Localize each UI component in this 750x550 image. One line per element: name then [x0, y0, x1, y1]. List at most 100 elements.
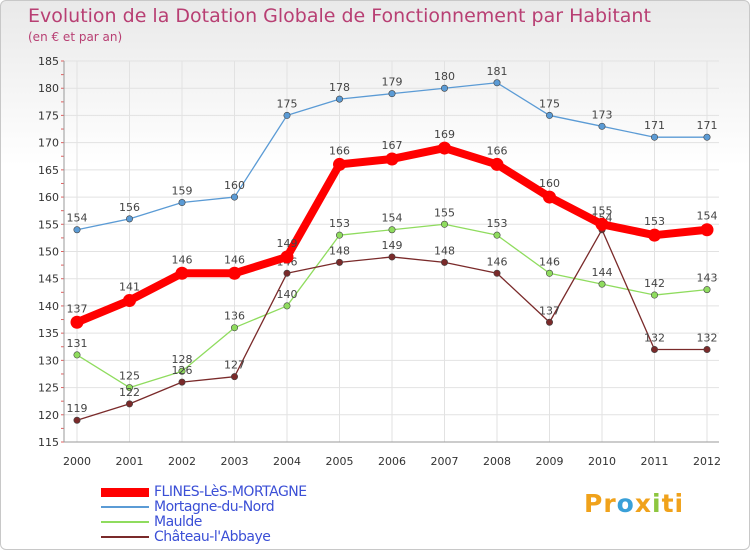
data-point: [703, 133, 711, 141]
y-tick-label: 165: [38, 164, 59, 177]
data-point: [388, 226, 396, 234]
data-point: [126, 384, 134, 392]
x-tick-label: 2012: [693, 455, 721, 468]
data-label: 148: [329, 244, 350, 257]
data-point: [650, 291, 658, 299]
data-label: 131: [67, 337, 88, 350]
y-tick-label: 150: [38, 246, 59, 259]
x-tick-label: 2000: [63, 455, 91, 468]
y-tick-label: 175: [38, 109, 59, 122]
data-label: 136: [224, 310, 245, 323]
legend-swatch: [101, 488, 149, 497]
data-label: 156: [119, 201, 140, 214]
data-point: [335, 95, 343, 103]
data-point: [598, 122, 606, 130]
legend-swatch: [101, 506, 149, 508]
data-point: [178, 367, 186, 375]
y-tick-label: 180: [38, 82, 59, 95]
data-label: 153: [644, 215, 665, 228]
data-label: 171: [644, 119, 665, 132]
x-tick-label: 2008: [483, 455, 511, 468]
y-tick-label: 185: [38, 55, 59, 68]
y-tick-label: 160: [38, 191, 59, 204]
data-point: [598, 280, 606, 288]
data-label: 153: [329, 217, 350, 230]
data-label: 149: [277, 237, 298, 250]
data-point: [493, 79, 501, 87]
data-label: 125: [119, 370, 140, 383]
data-point: [283, 111, 291, 119]
data-point: [493, 231, 501, 239]
data-label: 137: [539, 304, 560, 317]
data-point: [73, 416, 81, 424]
data-point: [650, 345, 658, 353]
data-label: 146: [487, 255, 508, 268]
y-tick-label: 115: [38, 436, 59, 449]
data-label: 140: [277, 288, 298, 301]
data-point: [231, 324, 239, 332]
legend-label: Mortagne-du-Nord: [154, 499, 275, 515]
data-label: 160: [539, 177, 560, 190]
data-label: 154: [697, 210, 718, 223]
data-label: 119: [67, 402, 88, 415]
data-label: 154: [67, 212, 88, 225]
data-label: 132: [697, 331, 718, 344]
logo-part: Pr: [584, 489, 617, 518]
data-label: 173: [592, 108, 613, 121]
data-point: [388, 90, 396, 98]
data-point: [648, 228, 661, 242]
x-tick-label: 2004: [273, 455, 301, 468]
data-point: [703, 345, 711, 353]
data-label: 141: [119, 280, 140, 293]
x-tick-label: 2005: [326, 455, 354, 468]
data-label: 180: [434, 70, 455, 83]
y-tick-label: 130: [38, 354, 59, 367]
data-label: 146: [539, 255, 560, 268]
data-label: 155: [434, 206, 455, 219]
data-point: [388, 253, 396, 261]
logo-part: ti: [661, 489, 685, 518]
data-label: 142: [644, 277, 665, 290]
data-point: [595, 217, 609, 231]
data-label: 137: [67, 302, 88, 315]
x-tick-label: 2007: [431, 455, 459, 468]
y-tick-label: 140: [38, 300, 59, 313]
x-tick-label: 2011: [641, 455, 669, 468]
data-label: 166: [487, 144, 508, 157]
data-point: [543, 190, 556, 204]
data-point: [333, 157, 346, 171]
data-point: [178, 199, 186, 207]
data-point: [440, 220, 448, 228]
data-point: [228, 266, 241, 280]
logo-part: o: [616, 489, 635, 518]
chart-title: Evolution de la Dotation Globale de Fonc…: [28, 5, 651, 27]
y-tick-label: 170: [38, 137, 59, 150]
data-point: [283, 302, 291, 310]
data-label: 167: [382, 139, 403, 152]
x-tick-label: 2002: [168, 455, 196, 468]
data-point: [126, 215, 134, 223]
data-point: [545, 318, 553, 326]
data-label: 127: [224, 359, 245, 372]
legend-swatch: [101, 536, 149, 538]
legend-label: Château-l'Abbaye: [154, 529, 271, 545]
data-point: [335, 258, 343, 266]
y-tick-label: 145: [38, 273, 59, 286]
data-point: [73, 226, 81, 234]
x-tick-label: 2010: [588, 455, 616, 468]
data-point: [650, 133, 658, 141]
x-tick-label: 2009: [536, 455, 564, 468]
data-label: 181: [487, 65, 508, 78]
data-point: [231, 193, 239, 201]
data-label: 175: [539, 97, 560, 110]
legend-label: Maulde: [154, 514, 202, 530]
x-tick-label: 2001: [116, 455, 144, 468]
data-label: 171: [697, 119, 718, 132]
data-point: [335, 231, 343, 239]
data-label: 132: [644, 331, 665, 344]
data-point: [126, 400, 134, 408]
data-label: 166: [329, 144, 350, 157]
data-label: 160: [224, 179, 245, 192]
